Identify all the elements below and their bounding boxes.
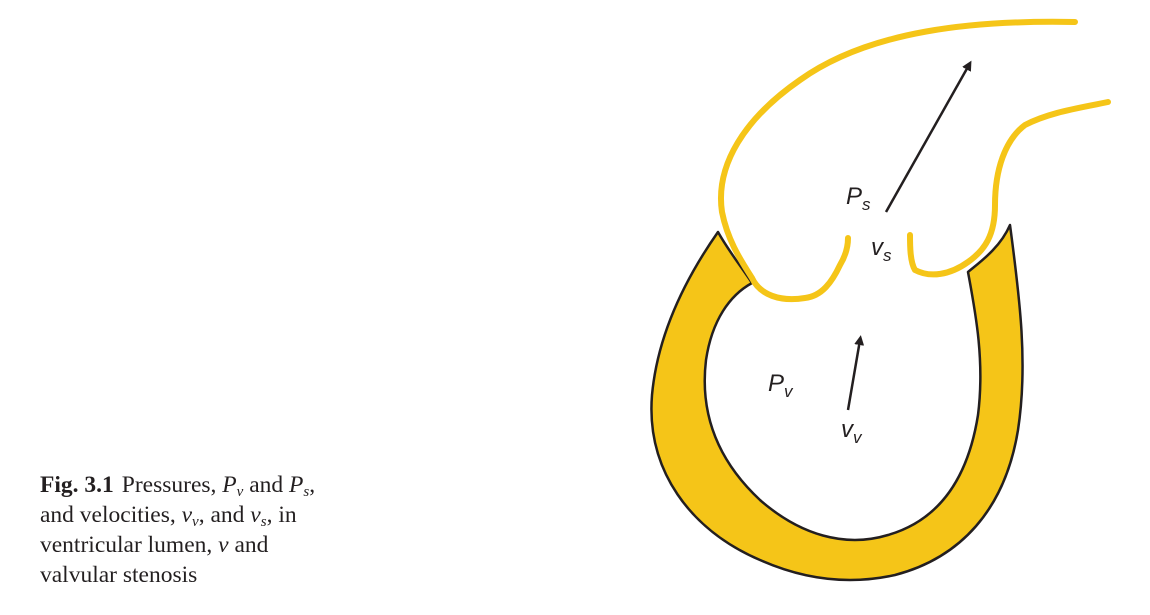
caption-text-6: and valvular stenosis (40, 532, 269, 588)
caption-symbol-vv: vv (181, 502, 199, 530)
caption-text-2: and (243, 472, 290, 498)
label-ps: Ps (846, 183, 871, 214)
caption-text-4: , and (198, 502, 251, 528)
caption-symbol-v: v (218, 532, 229, 558)
caption-text-3: , and velocities, (40, 472, 316, 528)
caption-symbol-vs: vs (250, 502, 267, 530)
figure-number: Fig. 3.1 (40, 472, 114, 498)
figure-caption: Fig. 3.1 Pressures, Pv and Ps, and veloci… (40, 470, 340, 590)
aorta-outer-wall (718, 18, 1078, 303)
label-vv: vv (841, 416, 863, 447)
aorta-inner-wall (907, 99, 1111, 278)
velocity-arrow-stenosis (884, 60, 972, 213)
ventricle-wall (650, 223, 1024, 582)
label-vs: vs (871, 234, 892, 265)
label-pv: Pv (768, 370, 794, 401)
caption-text-1: Pressures, (121, 472, 223, 498)
caption-text-5: , in ventricular lumen, (40, 502, 297, 558)
caption-symbol-pv: Pv (222, 472, 244, 500)
velocity-arrow-ventricle (846, 335, 865, 411)
caption-symbol-ps: Ps (289, 472, 310, 500)
